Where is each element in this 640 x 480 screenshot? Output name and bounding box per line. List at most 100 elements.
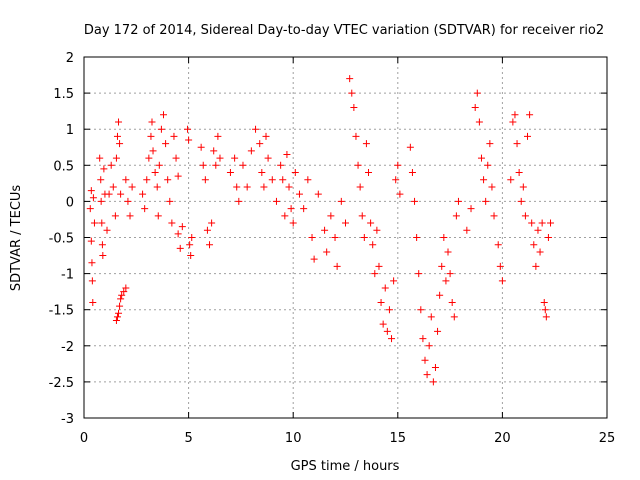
- data-point: [509, 118, 517, 126]
- data-point: [331, 234, 339, 241]
- y-tick-label: 1.5: [53, 87, 74, 102]
- data-point: [373, 226, 381, 234]
- data-point: [423, 371, 431, 379]
- data-point: [109, 183, 117, 191]
- data-point: [118, 291, 126, 299]
- x-tick-label: 25: [599, 431, 616, 446]
- data-point: [147, 132, 155, 140]
- data-point: [97, 197, 105, 205]
- data-point: [216, 154, 224, 162]
- data-point: [406, 143, 414, 151]
- data-point: [116, 140, 124, 148]
- data-point: [100, 165, 108, 173]
- data-point: [365, 169, 373, 177]
- data-point: [471, 104, 479, 112]
- y-tick-label: -1: [61, 268, 74, 283]
- data-point: [186, 241, 194, 249]
- data-point: [256, 140, 264, 148]
- data-point: [155, 161, 163, 169]
- axis-ticks: 2 1.5 1 0.5 0 -0.5 -1 -1.5 -2 -2.5 -3 0 5 10 15 20 25: [49, 51, 616, 446]
- data-point: [358, 212, 366, 220]
- data-point: [494, 241, 502, 249]
- grid-lines: [84, 57, 607, 418]
- data-point: [120, 288, 128, 296]
- data-point: [87, 237, 95, 245]
- data-point: [385, 306, 393, 314]
- data-point: [208, 219, 216, 227]
- data-point: [89, 194, 97, 202]
- data-point: [153, 183, 161, 191]
- data-point: [117, 190, 125, 198]
- data-point: [143, 176, 151, 184]
- data-point: [517, 197, 525, 205]
- data-point: [168, 219, 176, 227]
- data-point: [448, 298, 456, 306]
- data-point: [350, 104, 358, 112]
- data-point: [413, 234, 421, 241]
- data-point: [124, 197, 132, 205]
- data-point: [452, 212, 460, 220]
- data-point: [239, 161, 247, 169]
- data-point: [310, 255, 318, 263]
- data-point: [431, 363, 439, 371]
- y-tick-label: 0: [66, 195, 74, 210]
- data-point: [231, 154, 239, 162]
- data-point: [88, 277, 96, 285]
- data-point: [346, 75, 354, 83]
- data-points: [86, 75, 555, 386]
- data-point: [289, 219, 297, 227]
- data-point: [379, 320, 387, 328]
- data-point: [174, 172, 182, 180]
- data-point: [197, 143, 205, 151]
- data-point: [444, 248, 452, 256]
- data-point: [511, 111, 519, 119]
- data-point: [291, 169, 299, 177]
- data-point: [436, 291, 444, 299]
- data-point: [337, 197, 345, 205]
- data-point: [383, 327, 391, 335]
- data-point: [112, 317, 120, 325]
- x-tick-label: 15: [390, 431, 407, 446]
- data-point: [381, 284, 389, 292]
- data-point: [434, 327, 442, 335]
- data-point: [304, 176, 312, 184]
- data-point: [159, 111, 167, 119]
- data-point: [184, 125, 192, 133]
- data-point: [411, 197, 419, 205]
- data-point: [243, 183, 251, 191]
- data-point: [477, 154, 485, 162]
- data-point: [212, 161, 220, 169]
- data-point: [490, 212, 498, 220]
- x-tick-label: 20: [494, 431, 511, 446]
- data-point: [450, 313, 458, 321]
- data-point: [206, 241, 214, 249]
- data-point: [285, 183, 293, 191]
- data-point: [166, 197, 174, 205]
- data-point: [454, 197, 462, 205]
- x-tick-label: 10: [285, 431, 302, 446]
- data-point: [538, 219, 546, 227]
- data-point: [354, 161, 362, 169]
- data-point: [417, 306, 425, 314]
- data-point: [528, 219, 536, 227]
- data-point: [526, 111, 534, 119]
- data-point: [139, 190, 147, 198]
- data-point: [252, 125, 260, 133]
- data-point: [425, 342, 433, 350]
- data-point: [164, 176, 172, 184]
- data-point: [473, 89, 481, 97]
- data-point: [486, 140, 494, 148]
- data-point: [540, 298, 548, 306]
- data-point: [524, 132, 532, 140]
- data-point: [170, 132, 178, 140]
- data-point: [210, 147, 218, 155]
- data-point: [392, 176, 400, 184]
- chart-title: Day 172 of 2014, Sidereal Day-to-day VTE…: [84, 23, 604, 38]
- data-point: [258, 169, 266, 177]
- data-point: [88, 259, 96, 267]
- data-point: [174, 230, 182, 238]
- data-point: [496, 262, 504, 270]
- y-tick-label: -2: [61, 340, 74, 355]
- y-tick-label: -2.5: [49, 376, 74, 391]
- y-tick-label: 2: [66, 51, 74, 66]
